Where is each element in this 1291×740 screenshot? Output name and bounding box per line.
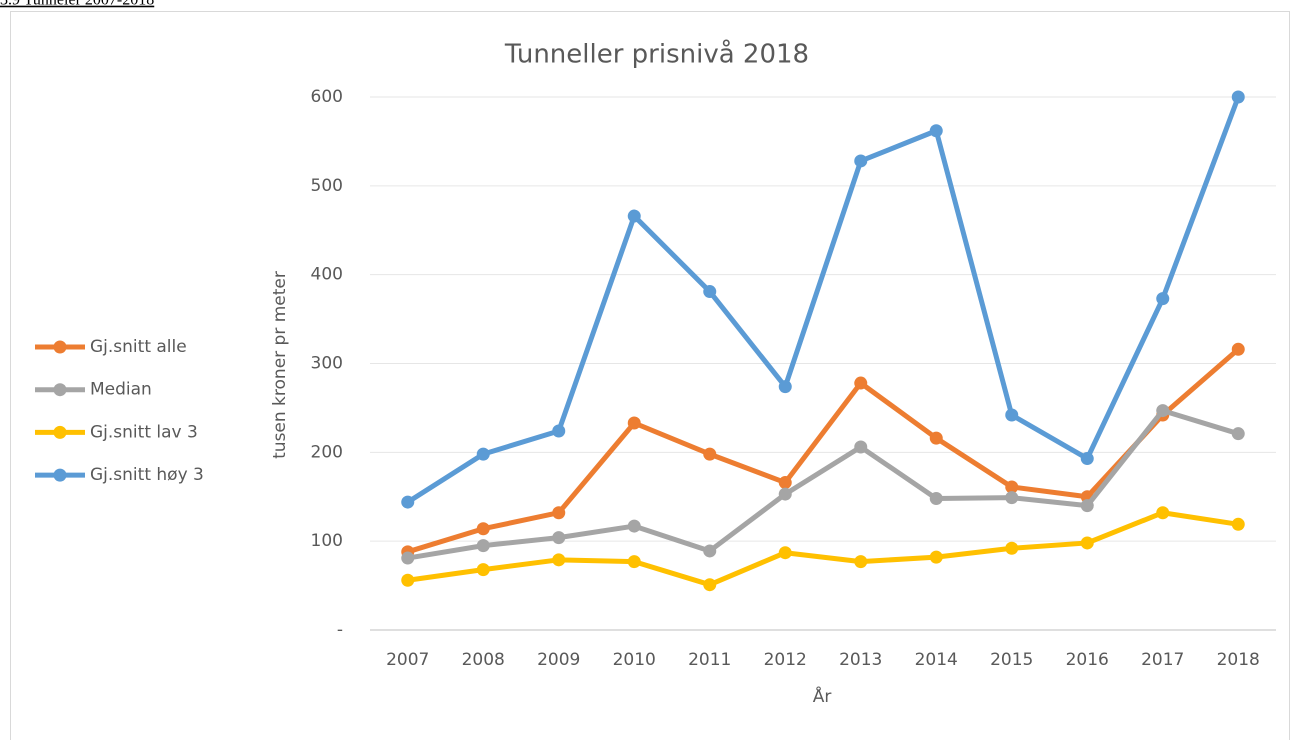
series-line — [407, 510, 1239, 588]
point — [552, 506, 566, 520]
point — [1231, 427, 1245, 441]
point — [476, 447, 490, 461]
series-line — [407, 347, 1240, 555]
point — [929, 124, 943, 138]
legend-marker — [53, 340, 67, 354]
point — [778, 380, 792, 394]
point — [929, 550, 943, 564]
y-tick-label: 300 — [311, 354, 343, 374]
point — [1080, 536, 1094, 550]
point — [1080, 452, 1094, 466]
x-tick-label: 2015 — [990, 650, 1033, 670]
chart-frame — [10, 11, 1290, 740]
point — [476, 563, 490, 577]
y-tick-label: 400 — [311, 265, 343, 285]
point — [703, 285, 717, 299]
point — [778, 546, 792, 560]
x-tick-label: 2009 — [537, 650, 580, 670]
point — [1005, 491, 1019, 505]
legend-marker — [53, 425, 67, 439]
legend-marker — [53, 383, 67, 397]
point — [1005, 480, 1019, 494]
point — [627, 555, 641, 569]
legend-label: Gj.snitt høy 3 — [90, 465, 204, 485]
point — [627, 416, 641, 430]
point — [627, 519, 641, 533]
series-line — [406, 96, 1241, 505]
point — [854, 154, 868, 168]
point — [1156, 404, 1170, 418]
x-tick-label: 2014 — [915, 650, 958, 670]
x-tick-label: 2018 — [1217, 650, 1260, 670]
point — [703, 447, 717, 461]
y-tick-label: 100 — [311, 531, 343, 551]
point — [476, 539, 490, 553]
point — [929, 492, 943, 506]
point — [1231, 342, 1245, 356]
point — [703, 544, 717, 558]
chart-title: Tunneller prisnivå 2018 — [504, 39, 809, 70]
section-heading: 3.9 Tunneler 2007-2018 — [0, 0, 154, 9]
x-tick-label: 2016 — [1066, 650, 1109, 670]
legend-label: Gj.snitt lav 3 — [90, 422, 198, 442]
y-tick-label: 600 — [311, 87, 343, 107]
point — [929, 431, 943, 445]
legend-label: Gj.snitt alle — [90, 337, 187, 357]
x-tick-label: 2012 — [764, 650, 807, 670]
point — [1080, 499, 1094, 513]
point — [1231, 90, 1245, 104]
point — [854, 555, 868, 569]
x-tick-label: 2007 — [386, 650, 429, 670]
point — [778, 487, 792, 501]
point — [1231, 517, 1245, 531]
legend-label: Median — [90, 380, 152, 400]
point — [401, 551, 415, 565]
y-tick-label: - — [337, 620, 343, 640]
y-axis-label: tusen kroner pr meter — [270, 271, 290, 459]
x-tick-label: 2010 — [613, 650, 656, 670]
x-tick-label: 2008 — [462, 650, 505, 670]
point — [1156, 506, 1170, 520]
y-tick-label: 500 — [311, 176, 343, 196]
x-axis-label: År — [813, 685, 832, 707]
point — [401, 573, 415, 587]
point — [778, 476, 792, 490]
point — [476, 522, 490, 536]
point — [703, 578, 717, 592]
x-tick-label: 2013 — [839, 650, 882, 670]
point — [1005, 541, 1019, 555]
point — [1005, 408, 1019, 422]
point — [1156, 292, 1170, 306]
y-tick-label: 200 — [311, 442, 343, 462]
point — [854, 440, 868, 454]
point — [854, 376, 868, 390]
point — [401, 495, 415, 509]
series-line — [407, 408, 1239, 561]
point — [552, 424, 566, 438]
point — [627, 209, 641, 223]
x-tick-label: 2017 — [1141, 650, 1184, 670]
legend-marker — [53, 468, 67, 482]
x-tick-label: 2011 — [688, 650, 731, 670]
point — [552, 531, 566, 545]
point — [552, 553, 566, 567]
